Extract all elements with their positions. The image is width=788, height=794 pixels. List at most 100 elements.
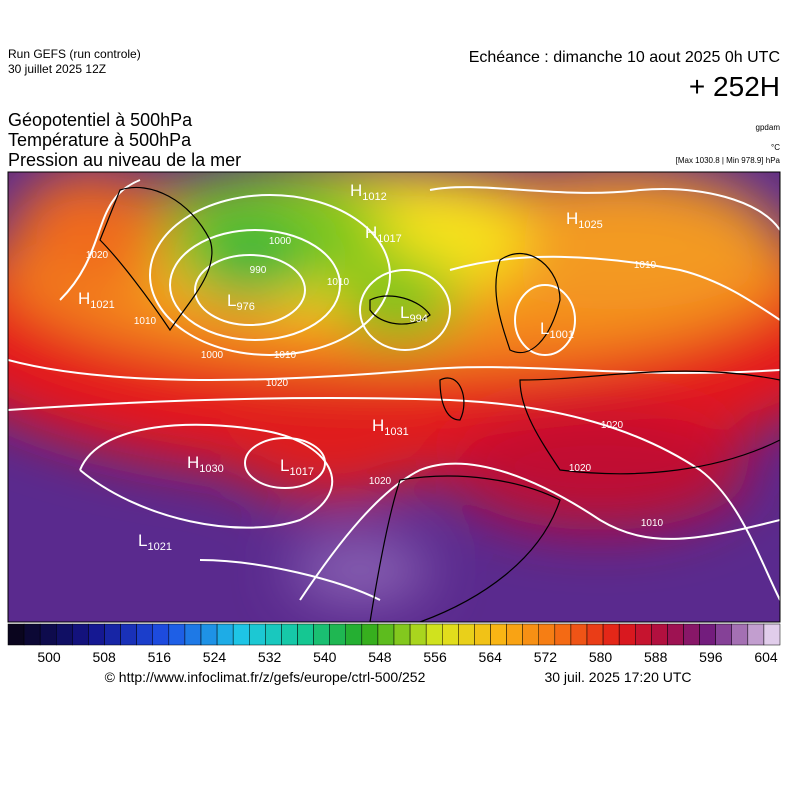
- isobar-label: 1010: [327, 277, 350, 288]
- isobar-label: 1020: [369, 476, 392, 487]
- colorbar-cell: [184, 623, 202, 646]
- colorbar-cell: [699, 623, 716, 646]
- map-frame: [7, 171, 781, 623]
- colorbar-label: 564: [479, 649, 503, 665]
- unit: °C: [771, 143, 780, 152]
- colorbar-cell: [249, 623, 266, 646]
- lead-time: + 252H: [689, 71, 780, 102]
- echeance: Echéance : dimanche 10 aout 2025 0h UTC: [469, 49, 780, 66]
- pressure-center: H1021: [78, 289, 115, 311]
- colorbar-label: 596: [699, 649, 723, 665]
- colorbar-label: 532: [258, 649, 282, 665]
- colorbar-cell: [377, 623, 395, 646]
- center-value: 1017: [289, 466, 313, 478]
- colorbar-label: 556: [423, 649, 447, 665]
- colorbar-label: 524: [203, 649, 227, 665]
- colorbar-cell: [232, 623, 250, 646]
- center-value: 1017: [377, 233, 401, 245]
- center-value: 1021: [147, 541, 171, 553]
- center-value: 1021: [90, 299, 114, 311]
- center-kind: H: [365, 223, 377, 242]
- isobar-label: 1010: [641, 518, 664, 529]
- pressure-center: L994: [400, 303, 428, 325]
- colorbar-cell: [747, 623, 765, 646]
- pressure-center: H1025: [566, 209, 603, 231]
- center-value: 1001: [549, 329, 573, 341]
- colorbar-cell: [731, 623, 749, 646]
- title: Température à 500hPa: [8, 130, 192, 150]
- center-kind: L: [280, 456, 289, 475]
- colorbar-label: 540: [313, 649, 337, 665]
- colorbar-cell: [570, 623, 588, 646]
- center-value: 1030: [199, 463, 223, 475]
- colorbar-label: 508: [92, 649, 116, 665]
- colorbar-cell: [120, 623, 137, 646]
- isobar-label: 1000: [269, 236, 292, 247]
- colorbar-cell: [425, 623, 443, 646]
- unit: gpdam: [756, 123, 781, 132]
- colorbar-cell: [635, 623, 652, 646]
- isobar-label: 990: [250, 265, 267, 276]
- isobar-label: 1000: [201, 350, 224, 361]
- isobar-label: 1010: [634, 260, 657, 271]
- center-value: 1012: [362, 191, 386, 203]
- colorbar-cell: [442, 623, 459, 646]
- colorbar-cell: [168, 623, 186, 646]
- pressure-center: L976: [227, 291, 255, 313]
- title: Pression au niveau de la mer: [8, 150, 241, 170]
- colorbar-cell: [136, 623, 154, 646]
- colorbar-cell: [618, 623, 636, 646]
- colorbar-cell: [458, 623, 475, 646]
- colorbar-cell: [651, 623, 668, 646]
- colorbar-cell: [361, 623, 379, 646]
- isobar-label: 1020: [266, 378, 289, 389]
- colorbar-cell: [281, 623, 298, 646]
- colorbar-cell: [602, 623, 620, 646]
- source-url: © http://www.infoclimat.fr/z/gefs/europe…: [105, 669, 426, 685]
- colorbar-cell: [152, 623, 170, 646]
- center-value: 1025: [578, 219, 602, 231]
- colorbar-cell: [586, 623, 604, 646]
- pressure-center: H1030: [187, 453, 224, 475]
- center-kind: H: [566, 209, 578, 228]
- colorbar-cell: [72, 623, 89, 646]
- isobar-label: 1020: [569, 463, 592, 474]
- issued: 30 juil. 2025 17:20 UTC: [544, 669, 691, 685]
- colorbar-cell: [409, 623, 427, 646]
- isobar-label: 1020: [601, 420, 624, 431]
- pressure-center: H1017: [365, 223, 402, 245]
- pressure-center: L1001: [540, 319, 574, 341]
- colorbar-cell: [329, 623, 346, 646]
- center-value: 1031: [384, 426, 408, 438]
- colorbar-cell: [490, 623, 507, 646]
- center-kind: H: [78, 289, 90, 308]
- center-kind: H: [372, 416, 384, 435]
- isobar-label: 1010: [134, 316, 157, 327]
- colorbar-label: 604: [754, 649, 778, 665]
- colorbar-cell: [522, 623, 540, 646]
- colorbar-cell: [345, 623, 363, 646]
- unit: [Max 1030.8 | Min 978.9] hPa: [676, 156, 781, 165]
- center-kind: L: [540, 319, 549, 338]
- center-kind: L: [400, 303, 409, 322]
- run-date: 30 juillet 2025 12Z: [8, 62, 106, 76]
- center-kind: L: [227, 291, 236, 310]
- isobar-label: 1010: [274, 350, 297, 361]
- colorbar-label: 572: [534, 649, 558, 665]
- pressure-center: H1031: [372, 416, 409, 438]
- run: Run GEFS (run controle): [8, 47, 141, 61]
- colorbar-cell: [7, 623, 25, 646]
- colorbar-cell: [313, 623, 330, 646]
- colorbar-label: 500: [37, 649, 61, 665]
- center-kind: L: [138, 531, 147, 550]
- colorbar-cell: [554, 623, 572, 646]
- colorbar-cell: [538, 623, 556, 646]
- colorbar-cell: [667, 623, 684, 646]
- isobar-label: 1020: [86, 250, 109, 261]
- colorbar-label: 516: [148, 649, 172, 665]
- colorbar-cell: [265, 623, 282, 646]
- colorbar-label: 580: [589, 649, 613, 665]
- colorbar-cell: [23, 623, 41, 646]
